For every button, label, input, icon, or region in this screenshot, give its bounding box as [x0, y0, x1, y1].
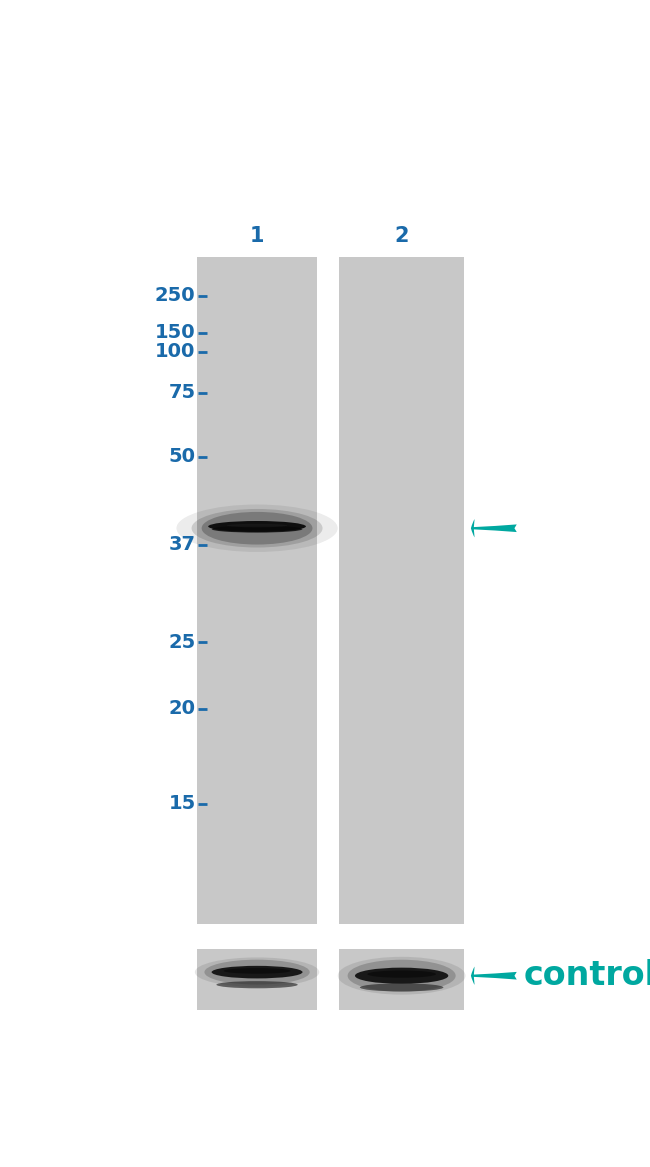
Ellipse shape — [204, 959, 309, 985]
Text: 2: 2 — [395, 226, 409, 246]
Text: 50: 50 — [168, 447, 196, 467]
Ellipse shape — [195, 957, 319, 987]
Bar — [197, 257, 317, 923]
Bar — [339, 257, 464, 923]
Text: 37: 37 — [168, 536, 196, 554]
Text: 15: 15 — [168, 794, 196, 813]
Ellipse shape — [338, 957, 465, 994]
Text: 20: 20 — [168, 699, 196, 719]
Ellipse shape — [367, 971, 436, 978]
Text: control: control — [523, 959, 650, 992]
Text: 150: 150 — [155, 323, 196, 342]
Ellipse shape — [176, 504, 337, 552]
Ellipse shape — [360, 984, 443, 992]
Bar — [197, 949, 317, 1009]
Ellipse shape — [355, 967, 448, 984]
Text: 100: 100 — [155, 342, 196, 361]
Text: 75: 75 — [168, 384, 196, 403]
Text: 250: 250 — [155, 286, 196, 305]
Ellipse shape — [348, 959, 456, 992]
Ellipse shape — [216, 981, 298, 988]
Ellipse shape — [192, 509, 322, 547]
Ellipse shape — [212, 525, 302, 532]
Ellipse shape — [202, 512, 313, 545]
Bar — [339, 949, 464, 1009]
Ellipse shape — [227, 524, 287, 527]
Ellipse shape — [208, 520, 306, 532]
Ellipse shape — [224, 969, 291, 973]
Ellipse shape — [212, 966, 302, 978]
Text: 1: 1 — [250, 226, 265, 246]
Text: 25: 25 — [168, 633, 196, 651]
